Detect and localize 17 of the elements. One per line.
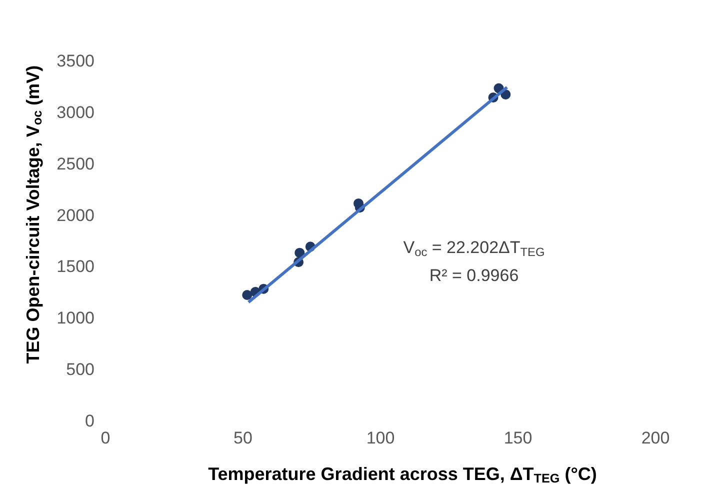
annotation: R² = 0.9966 (429, 266, 519, 286)
x-tick-label: 0 (100, 428, 110, 448)
y-tick-label: 2000 (56, 206, 95, 225)
x-tick-label: 100 (366, 428, 395, 448)
y-tick-label: 1000 (56, 308, 95, 328)
y-tick-label: 1500 (56, 257, 95, 276)
point (294, 248, 305, 258)
y-tick-label: 3000 (56, 102, 95, 122)
y-tick-label: 500 (66, 360, 95, 380)
point (242, 290, 252, 300)
y-tick-label: 2500 (56, 154, 95, 174)
y-tick-label: 0 (85, 412, 95, 430)
x-tick-label: 200 (641, 428, 670, 448)
y-tick-label: 3500 (56, 52, 95, 70)
x-tick-label: 150 (504, 428, 532, 448)
y-axis-title: TEG Open-circuit Voltage, Voc (mV) (22, 65, 44, 364)
x-tick-label: 50 (234, 428, 252, 448)
